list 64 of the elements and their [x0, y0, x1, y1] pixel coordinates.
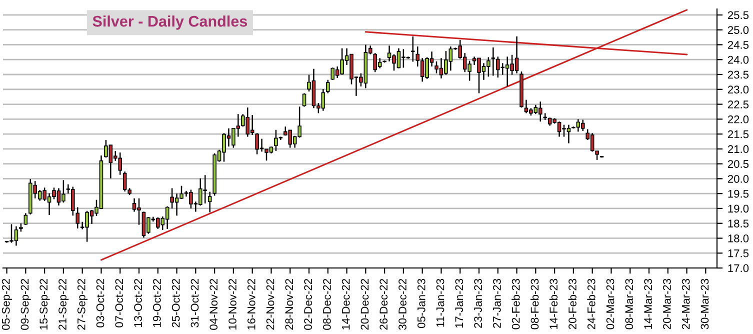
y-tick-label: 20.5: [728, 160, 749, 168]
x-tick-label: 04-Nov-22: [210, 278, 218, 330]
candlestick: [24, 212, 28, 226]
x-tick-label: 08-Mar-23: [625, 278, 634, 330]
candlestick: [208, 191, 212, 213]
x-tick-label: 05-Jan-23: [417, 278, 426, 328]
y-tick-label: 20.0: [728, 174, 749, 183]
y-tick-label: 18.0: [728, 234, 749, 242]
y-tick-label: 25.5: [728, 11, 749, 20]
x-tick-label: 09-Sep-22: [20, 278, 31, 330]
y-tick-label: 25.0: [728, 26, 749, 34]
x-tick-label: 24-Mar-23: [682, 278, 690, 330]
x-tick-label: 02-Mar-23: [606, 278, 614, 330]
x-tick-label: 27-Jan-23: [493, 278, 501, 328]
y-tick-label: 22.0: [728, 115, 749, 124]
x-tick-label: 15-Sep-22: [40, 278, 50, 330]
x-tick-label: 13-Oct-22: [134, 278, 142, 327]
x-tick-label: 05-Sep-22: [2, 278, 12, 330]
x-tick-label: 16-Nov-22: [247, 278, 256, 330]
x-tick-label: 24-Feb-23: [587, 278, 596, 330]
candlestick: [411, 36, 415, 62]
chart-title: Silver - Daily Candles: [92, 15, 248, 30]
y-tick-label: 19.5: [728, 190, 749, 198]
x-tick-label: 25-Oct-22: [172, 278, 180, 328]
x-tick-label: 23-Jan-23: [474, 278, 482, 328]
x-tick-label: 26-Dec-22: [380, 278, 388, 330]
y-tick-label: 23.0: [728, 86, 749, 94]
y-tick-label: 21.0: [728, 145, 749, 154]
candlestick: [491, 46, 496, 76]
x-tick-label: 14-Mar-23: [644, 278, 652, 329]
x-tick-label: 07-Oct-22: [115, 278, 124, 328]
y-tick-label: 22.5: [728, 100, 749, 108]
x-tick-label: 31-Oct-22: [190, 278, 199, 328]
x-tick-label: 17-Jan-23: [455, 278, 464, 328]
x-tick-label: 20-Dec-22: [360, 278, 369, 330]
y-tick-label: 17.5: [728, 249, 749, 258]
x-tick-label: 10-Nov-22: [228, 278, 236, 330]
candlestick: [326, 79, 330, 94]
x-tick-label: 30-Mar-23: [700, 278, 709, 330]
y-tick-label: 23.5: [728, 70, 749, 79]
x-tick-label: 20-Feb-23: [568, 278, 576, 330]
x-tick-label: 20-Mar-23: [663, 278, 671, 330]
x-tick-label: 19-Oct-22: [153, 278, 161, 327]
candlestick: [76, 206, 80, 230]
x-tick-label: 02-Dec-22: [304, 278, 312, 330]
x-tick-label: 28-Nov-22: [285, 278, 294, 330]
x-tick-label: 22-Nov-22: [266, 278, 274, 330]
candlestick: [302, 92, 306, 108]
x-tick-label: 08-Feb-23: [530, 278, 539, 330]
y-tick-label: 21.5: [728, 130, 749, 138]
x-tick-label: 03-Oct-22: [96, 278, 104, 328]
x-tick-label: 21-Sep-22: [58, 278, 69, 330]
x-tick-label: 30-Dec-22: [398, 278, 406, 330]
x-tick-label: 27-Sep-22: [77, 278, 88, 330]
x-tick-label: 02-Feb-23: [512, 278, 520, 330]
x-tick-label: 11-Jan-23: [436, 278, 444, 327]
y-tick-label: 18.5: [728, 220, 749, 228]
x-tick-label: 14-Feb-23: [549, 278, 558, 329]
y-tick-label: 24.0: [728, 56, 749, 64]
y-tick-label: 24.5: [728, 40, 749, 49]
x-tick-label: 14-Dec-22: [342, 278, 350, 330]
y-tick-label: 19.0: [728, 204, 749, 213]
x-tick-label: 08-Dec-22: [323, 278, 331, 330]
y-tick-label: 17.0: [728, 264, 749, 272]
